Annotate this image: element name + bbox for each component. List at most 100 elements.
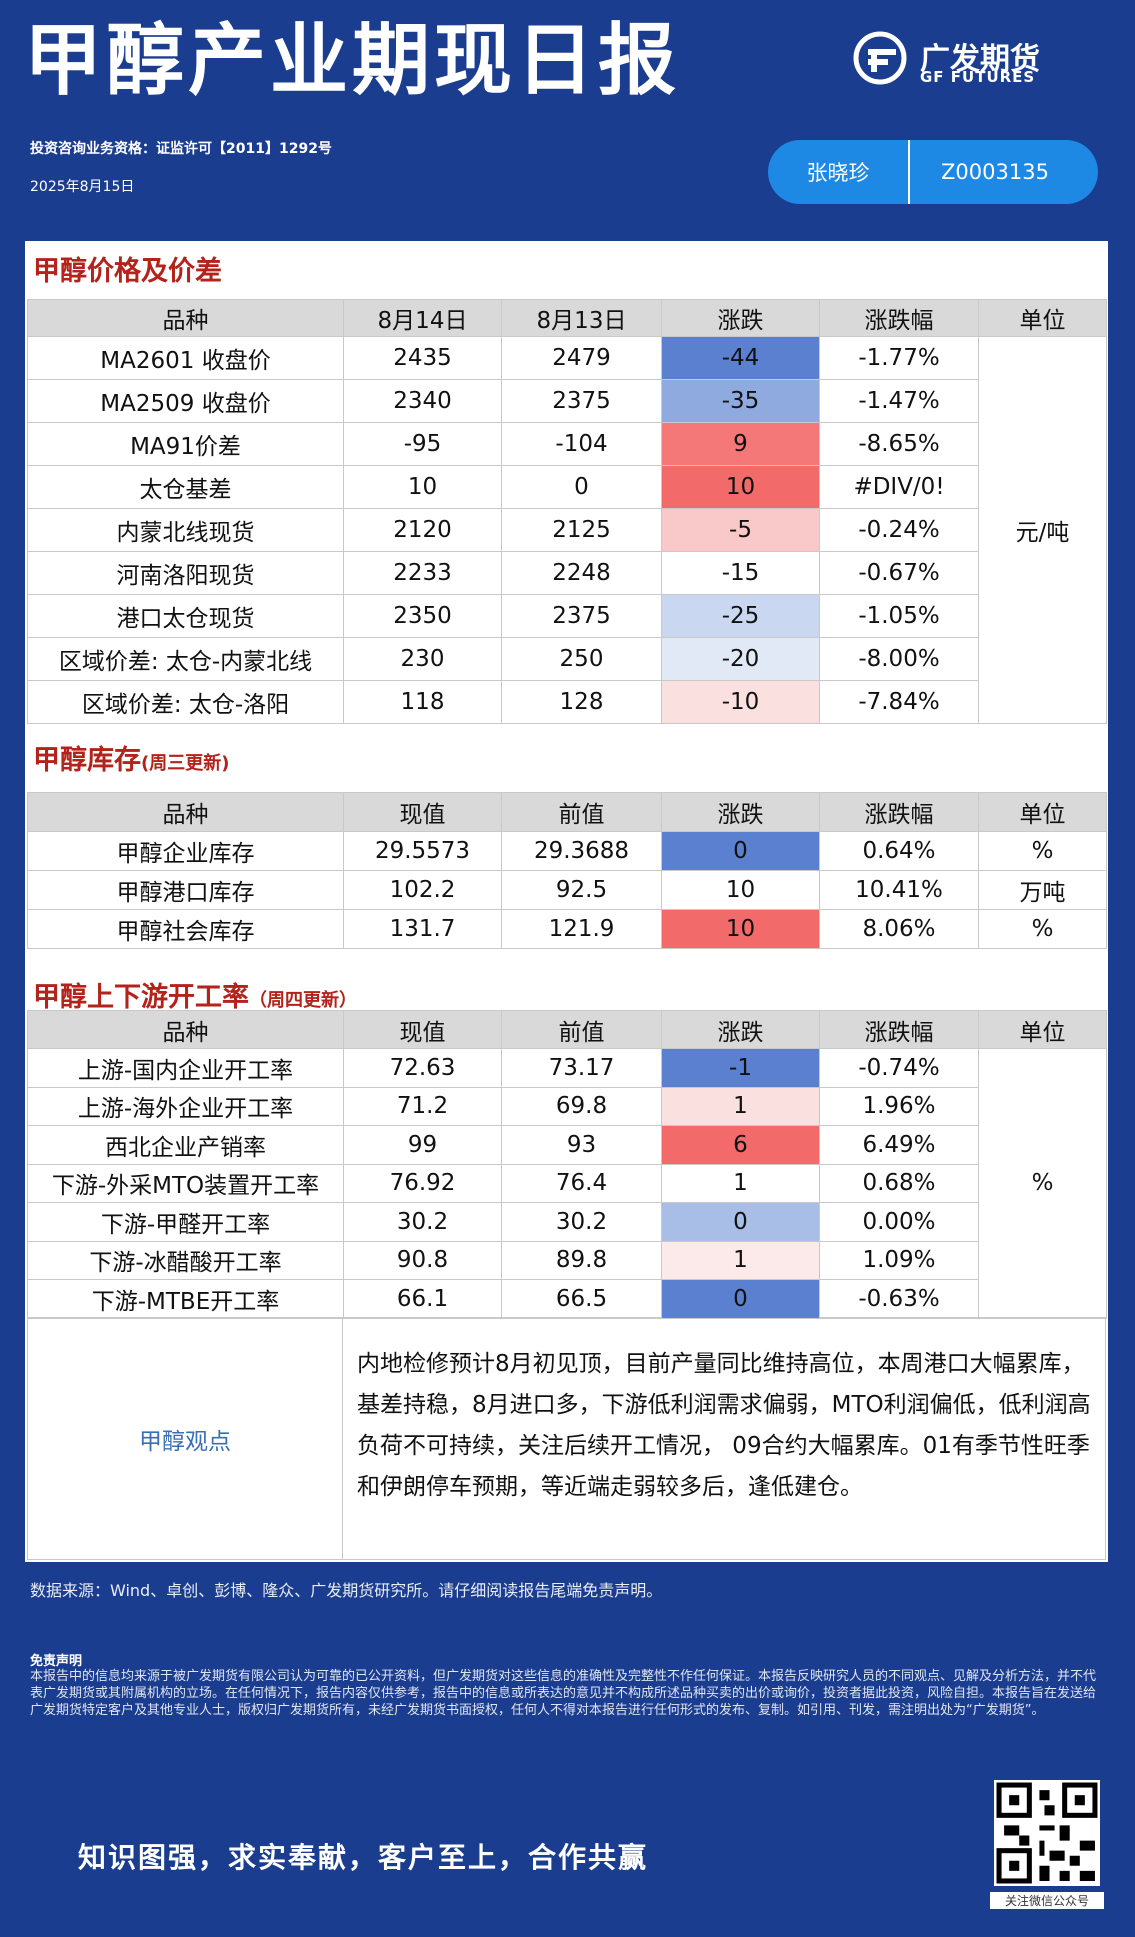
value-cell: 2340: [343, 379, 502, 423]
value-cell: -15: [661, 551, 820, 595]
item-cell: 太仓基差: [27, 465, 344, 509]
logo-subtext: GF FUTURES: [920, 68, 1036, 86]
value-cell: -10: [661, 680, 820, 724]
header-cell: 前值: [501, 792, 662, 832]
unit-cell: %: [978, 1048, 1107, 1319]
value-cell: -1: [661, 1048, 820, 1088]
table-row: 港口太仓现货 2350 2375 -25 -1.05%: [27, 594, 1107, 638]
analyst-badge: 张晓珍 Z0003135: [768, 140, 1098, 204]
header-cell: 现值: [343, 792, 502, 832]
value-cell: 1: [661, 1086, 820, 1126]
value-cell: 92.5: [501, 870, 662, 910]
value-cell: 76.92: [343, 1163, 502, 1203]
table-row: 上游-海外企业开工率 71.2 69.8 1 1.96%: [27, 1086, 1107, 1126]
table-row: 甲醇港口库存 102.2 92.5 10 10.41% 万吨: [27, 870, 1107, 910]
table-row: 甲醇社会库存 131.7 121.9 10 8.06%%: [27, 909, 1107, 949]
header-row: 品种 现值 前值 涨跌 涨跌幅 单位: [27, 792, 1107, 832]
header-cell: 涨跌: [661, 299, 820, 337]
table-row: 西北企业产销率 99 93 6 6.49%: [27, 1125, 1107, 1165]
value-cell: 0: [501, 465, 662, 509]
value-cell: -0.74%: [819, 1048, 979, 1088]
item-cell: MA2601 收盘价: [27, 336, 344, 380]
value-cell: 6.49%: [819, 1125, 979, 1165]
header-cell: 单位: [978, 299, 1107, 337]
value-cell: -20: [661, 637, 820, 681]
table-row: 上游-国内企业开工率 72.63 73.17 -1 -0.74%%: [27, 1048, 1107, 1319]
value-cell: 71.2: [343, 1086, 502, 1126]
value-cell: -1.47%: [819, 379, 979, 423]
value-cell: 0: [661, 1279, 820, 1319]
section-title-text: 甲醇上下游开工率: [33, 982, 249, 1013]
value-cell: 1: [661, 1163, 820, 1203]
section-title-text: 甲醇库存: [33, 745, 141, 776]
analyst-id: Z0003135: [941, 160, 1049, 184]
section-title: 甲醇库存(周三更新): [33, 738, 229, 777]
table-row: 内蒙北线现货 2120 2125 -5 -0.24%: [27, 508, 1107, 552]
value-cell: 89.8: [501, 1240, 662, 1280]
value-cell: 2120: [343, 508, 502, 552]
opinion: 甲醇观点 内地检修预计8月初见顶，目前产量同比维持高位，本周港口大幅累库，基差持…: [27, 1317, 1106, 1560]
value-cell: 8.06%: [819, 909, 979, 949]
header-cell: 涨跌: [661, 792, 820, 832]
header-cell: 单位: [978, 792, 1107, 832]
item-cell: 区域价差: 太仓-内蒙北线: [27, 637, 344, 681]
date: 2025年8月15日: [30, 179, 135, 195]
section-title: 甲醇价格及价差: [33, 249, 222, 288]
value-cell: 131.7: [343, 909, 502, 949]
item-cell: 河南洛阳现货: [27, 551, 344, 595]
value-cell: 10: [661, 909, 820, 949]
value-cell: -104: [501, 422, 662, 466]
table-row: 区域价差: 太仓-内蒙北线 230 250 -20 -8.00%: [27, 637, 1107, 681]
opinion-label: 甲醇观点: [27, 1317, 343, 1560]
value-cell: 99: [343, 1125, 502, 1165]
table-row: MA91价差 -95 -104 9 -8.65%: [27, 422, 1107, 466]
logo-text: 广发期货: [920, 42, 1040, 77]
value-cell: -1.05%: [819, 594, 979, 638]
value-cell: -8.00%: [819, 637, 979, 681]
value-cell: 2435: [343, 336, 502, 380]
value-cell: 0: [661, 831, 820, 871]
value-cell: 230: [343, 637, 502, 681]
table-row: 下游-外采MTO装置开工率 76.92 76.4 1 0.68%: [27, 1163, 1107, 1203]
divider: [908, 140, 910, 204]
header-cell: 涨跌: [661, 1010, 820, 1049]
value-cell: 0.64%: [819, 831, 979, 871]
item-cell: MA91价差: [27, 422, 344, 466]
header-cell: 涨跌幅: [819, 299, 979, 337]
value-cell: 10.41%: [819, 870, 979, 910]
value-cell: -8.65%: [819, 422, 979, 466]
table-row: 区域价差: 太仓-洛阳 118 128 -10 -7.84%: [27, 680, 1107, 724]
item-cell: 上游-国内企业开工率: [27, 1048, 344, 1088]
value-cell: 1.96%: [819, 1086, 979, 1126]
header-cell: 单位: [978, 1010, 1107, 1049]
item-cell: 港口太仓现货: [27, 594, 344, 638]
value-cell: #DIV/0!: [819, 465, 979, 509]
value-cell: 66.1: [343, 1279, 502, 1319]
value-cell: 102.2: [343, 870, 502, 910]
header-cell: 涨跌幅: [819, 792, 979, 832]
header-row: 品种 现值 前值 涨跌 涨跌幅 单位: [27, 1010, 1107, 1049]
header-cell: 前值: [501, 1010, 662, 1049]
data-table: 品种 8月14日 8月13日 涨跌 涨跌幅 单位 MA2601 收盘价 2435 2479 -44…: [27, 299, 1107, 724]
value-cell: 2479: [501, 336, 662, 380]
value-cell: 29.3688: [501, 831, 662, 871]
value-cell: 90.8: [343, 1240, 502, 1280]
table-row: 下游-甲醛开工率 30.2 30.2 0 0.00%: [27, 1202, 1107, 1242]
header-cell: 现值: [343, 1010, 502, 1049]
value-cell: 29.5573: [343, 831, 502, 871]
value-cell: -0.63%: [819, 1279, 979, 1319]
value-cell: 1.09%: [819, 1240, 979, 1280]
source: 数据来源：Wind、卓创、彭博、隆众、广发期货研究所。请仔细阅读报告尾端免责声明…: [30, 1581, 663, 1600]
value-cell: 6: [661, 1125, 820, 1165]
table-row: 河南洛阳现货 2233 2248 -15 -0.67%: [27, 551, 1107, 595]
item-cell: 上游-海外企业开工率: [27, 1086, 344, 1126]
value-cell: 2350: [343, 594, 502, 638]
disclaimer-title: 免责声明: [30, 1654, 83, 1669]
logo-mark: [853, 31, 907, 85]
value-cell: 10: [343, 465, 502, 509]
value-cell: 0.00%: [819, 1202, 979, 1242]
item-cell: 下游-冰醋酸开工率: [27, 1240, 344, 1280]
header-cell: 8月14日: [343, 299, 502, 337]
disclaimer: 本报告中的信息均来源于被广发期货有限公司认为可靠的已公开资料，但广发期货对这些信…: [30, 1669, 1097, 1718]
